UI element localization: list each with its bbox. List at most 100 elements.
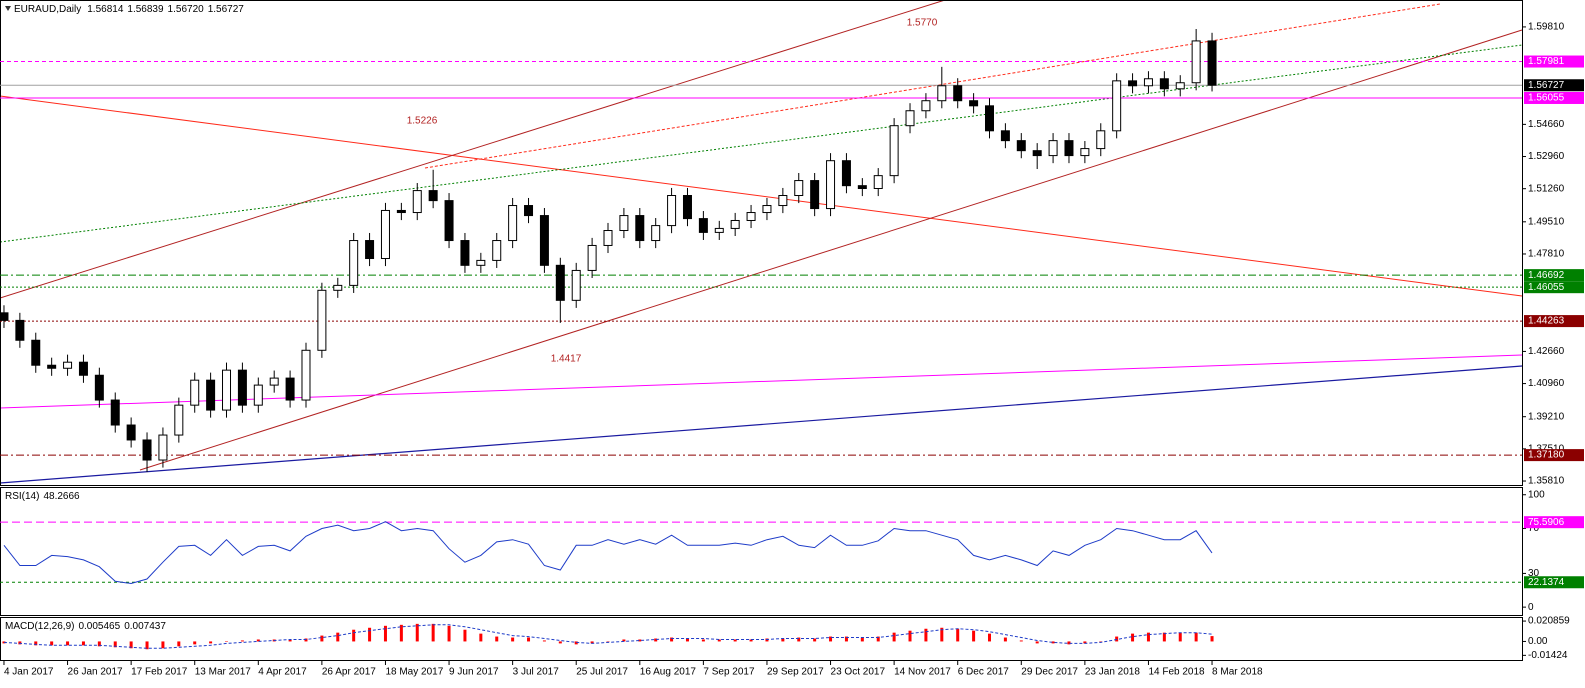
candle-body xyxy=(285,377,295,401)
level-label-box xyxy=(1524,55,1584,68)
level-label-box xyxy=(1524,449,1584,462)
macd-bar xyxy=(622,639,626,642)
macd-bar xyxy=(495,636,499,642)
macd-bar xyxy=(892,632,896,642)
main-title: EURAUD,Daily 1.56814 1.56839 1.56720 1.56727 xyxy=(14,4,244,15)
candle-body xyxy=(555,264,565,301)
x-tick-label: 4 Apr 2017 xyxy=(258,667,307,678)
candle-body xyxy=(619,215,629,232)
candle-body xyxy=(365,240,375,260)
level-label-box xyxy=(1524,315,1584,328)
macd-bar xyxy=(1131,633,1135,642)
candle-body xyxy=(1080,148,1090,157)
candle-body xyxy=(508,205,518,242)
candle-body xyxy=(1191,40,1201,84)
x-tick-label: 3 Jul 2017 xyxy=(513,667,560,678)
candle-body xyxy=(31,339,41,366)
candle-body xyxy=(237,369,247,406)
candle-body xyxy=(492,240,502,261)
macd-bar xyxy=(1019,640,1023,642)
quote-close: 1.56727 xyxy=(208,4,245,15)
macd-bar xyxy=(479,633,483,642)
macd-bar xyxy=(352,629,356,642)
signal-line xyxy=(3,624,1213,649)
macd-bar xyxy=(749,639,753,642)
candle-body xyxy=(317,289,327,351)
candle-body xyxy=(126,424,136,441)
x-tick-label: 17 Feb 2017 xyxy=(131,667,188,678)
y-tick-label: 70 xyxy=(1528,523,1540,534)
macd-bar xyxy=(972,630,976,642)
macd-bar xyxy=(987,633,991,642)
macd-bar xyxy=(527,637,531,642)
candle-body xyxy=(889,125,899,177)
candle-body xyxy=(730,219,740,229)
candle-body xyxy=(698,218,708,233)
macd-bar xyxy=(876,636,880,642)
candle-body xyxy=(0,312,9,321)
macd-bar xyxy=(34,641,38,646)
candle-body xyxy=(762,205,772,214)
macd-bar xyxy=(1178,632,1182,642)
level-label-box xyxy=(1524,269,1584,282)
macd-bar xyxy=(940,627,944,642)
macd-bar xyxy=(797,637,801,642)
candle-body xyxy=(810,180,820,210)
macd-bar xyxy=(638,639,642,642)
x-tick-label: 23 Oct 2017 xyxy=(831,667,886,678)
candle-body xyxy=(1112,80,1122,132)
symbol: EURAUD,Daily xyxy=(14,4,81,15)
y-tick-label: 0.020859 xyxy=(1528,616,1570,627)
y-tick-label: 1.39210 xyxy=(1528,411,1565,422)
macd-bar xyxy=(399,624,403,642)
macd-bar xyxy=(574,641,578,645)
macd-bar xyxy=(908,630,912,642)
macd-bar xyxy=(66,641,70,646)
candle-body xyxy=(349,240,359,286)
macd-bar xyxy=(431,623,435,642)
channel-upper xyxy=(0,0,946,299)
macd-bar xyxy=(924,628,928,642)
rsi-frame xyxy=(0,487,1523,616)
candle-body xyxy=(969,100,979,107)
macd-bar xyxy=(813,638,817,642)
candle-body xyxy=(905,110,915,127)
candle-body xyxy=(841,160,851,187)
x-tick-label: 23 Jan 2018 xyxy=(1085,667,1140,678)
x-tick-label: 13 Mar 2017 xyxy=(195,667,252,678)
macd-bar xyxy=(606,641,610,642)
x-tick-label: 14 Feb 2018 xyxy=(1148,667,1205,678)
x-tick-label: 9 Jun 2017 xyxy=(449,667,499,678)
candle-body xyxy=(110,399,120,426)
candle-body xyxy=(937,85,947,102)
candle-body xyxy=(667,195,677,227)
candle-body xyxy=(714,227,724,233)
macd-current: 0.005465 xyxy=(78,621,120,632)
candle-body xyxy=(953,85,963,102)
macd-bar xyxy=(415,623,419,642)
macd-bar xyxy=(288,639,292,642)
annotation: 1.4417 xyxy=(551,354,582,365)
candle-body xyxy=(444,200,454,242)
macd-bar xyxy=(1035,641,1039,644)
y-tick-label: 30 xyxy=(1528,568,1540,579)
x-tick-label: 26 Apr 2017 xyxy=(322,667,376,678)
rsi-title: RSI(14) 48.2666 xyxy=(5,491,80,502)
macd-bar xyxy=(2,641,6,644)
candle-body xyxy=(460,240,470,266)
macd-bar xyxy=(113,641,117,648)
level-label: 1.56055 xyxy=(1528,93,1565,104)
main-frame xyxy=(0,0,1523,486)
candle-body xyxy=(1032,150,1042,157)
trendline xyxy=(0,95,1523,297)
candle-body xyxy=(921,100,931,112)
y-tick-label: 1.59810 xyxy=(1528,22,1565,33)
y-tick-label: 1.54660 xyxy=(1528,119,1565,130)
candle-body xyxy=(476,259,486,266)
macd-bar xyxy=(685,638,689,642)
quote-open: 1.56814 xyxy=(87,4,124,15)
candle-body xyxy=(333,284,343,291)
level-label-box xyxy=(1524,281,1584,294)
candle-body xyxy=(253,384,263,406)
candle-body xyxy=(15,319,25,341)
